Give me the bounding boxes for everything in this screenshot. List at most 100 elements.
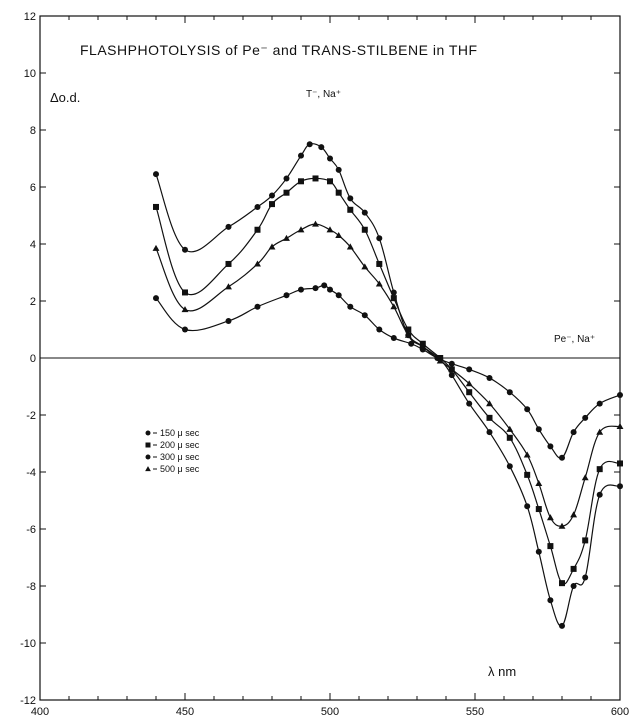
y-tick-label: 10 bbox=[24, 68, 36, 80]
data-point bbox=[596, 400, 603, 407]
data-point bbox=[486, 429, 493, 436]
data-point bbox=[361, 226, 368, 233]
legend-item: 500 μ sec bbox=[145, 464, 200, 474]
data-point bbox=[321, 282, 328, 289]
data-point bbox=[486, 374, 493, 381]
legend-label: 150 μ sec bbox=[160, 428, 200, 438]
data-point bbox=[297, 226, 305, 233]
y-tick-label: 8 bbox=[30, 125, 36, 137]
series-1 bbox=[153, 282, 623, 461]
legend-item: 300 μ sec bbox=[145, 452, 200, 462]
data-point bbox=[182, 246, 188, 253]
data-point bbox=[535, 479, 543, 486]
data-point bbox=[283, 175, 290, 182]
data-point bbox=[570, 583, 577, 589]
data-point bbox=[466, 389, 473, 396]
series-2 bbox=[153, 175, 623, 587]
data-point bbox=[335, 292, 342, 299]
data-point bbox=[335, 189, 342, 196]
data-point bbox=[298, 286, 304, 293]
x-tick-label: 450 bbox=[176, 706, 194, 718]
data-point bbox=[466, 400, 473, 407]
axis-ticks bbox=[39, 15, 621, 701]
data-point bbox=[181, 306, 189, 313]
data-point bbox=[347, 303, 354, 310]
data-point bbox=[546, 514, 554, 521]
data-point bbox=[225, 283, 232, 290]
series-line bbox=[155, 177, 621, 585]
data-point bbox=[298, 178, 304, 185]
data-point bbox=[547, 597, 554, 604]
data-point bbox=[347, 206, 354, 213]
legend-label: 300 μ sec bbox=[160, 452, 200, 462]
x-tick-label: 500 bbox=[321, 706, 339, 718]
data-point bbox=[283, 189, 290, 196]
legend-marker bbox=[145, 466, 151, 472]
data-point bbox=[524, 406, 531, 413]
data-point bbox=[376, 260, 383, 267]
data-point bbox=[616, 422, 624, 429]
data-point bbox=[254, 260, 261, 267]
data-point bbox=[559, 454, 565, 461]
data-point bbox=[153, 203, 159, 210]
data-point bbox=[524, 471, 531, 478]
data-point bbox=[283, 292, 290, 299]
y-tick-label: -4 bbox=[26, 467, 36, 479]
data-point bbox=[448, 360, 455, 367]
data-point bbox=[361, 209, 368, 216]
data-point bbox=[486, 414, 493, 421]
y-axis-label: Δo.d. bbox=[50, 90, 80, 105]
data-point bbox=[225, 223, 232, 230]
x-axis-label: λ nm bbox=[488, 664, 516, 679]
y-tick-label: 0 bbox=[30, 353, 36, 365]
data-point bbox=[376, 235, 383, 242]
data-point bbox=[506, 434, 513, 441]
data-point bbox=[335, 166, 342, 173]
data-point bbox=[465, 380, 473, 387]
data-point bbox=[182, 326, 188, 333]
data-point bbox=[318, 144, 325, 151]
data-point bbox=[419, 343, 427, 350]
series-line bbox=[155, 143, 621, 627]
legend-label: 200 μ sec bbox=[160, 440, 200, 450]
data-point bbox=[390, 289, 397, 296]
data-point bbox=[346, 243, 354, 250]
data-point bbox=[582, 414, 589, 421]
data-point bbox=[559, 580, 565, 587]
data-point bbox=[153, 295, 159, 302]
legend-item: 150 μ sec bbox=[145, 428, 200, 438]
data-point bbox=[335, 232, 343, 239]
data-point bbox=[152, 244, 160, 251]
data-point bbox=[269, 192, 275, 199]
data-point bbox=[506, 463, 513, 470]
data-point bbox=[436, 357, 444, 364]
data-point bbox=[581, 474, 589, 481]
data-point bbox=[448, 365, 456, 372]
y-tick-label: -2 bbox=[26, 410, 36, 422]
data-point bbox=[268, 243, 276, 250]
legend-marker bbox=[145, 430, 151, 436]
y-tick-label: 12 bbox=[24, 11, 36, 23]
data-point bbox=[617, 483, 623, 490]
legend: 150 μ sec 200 μ sec 300 μ sec 500 μ sec bbox=[145, 428, 200, 474]
data-point bbox=[327, 286, 333, 293]
series-layer bbox=[152, 141, 624, 629]
data-point bbox=[225, 260, 232, 267]
data-point bbox=[306, 141, 313, 148]
data-point bbox=[547, 543, 554, 550]
data-point bbox=[269, 201, 275, 208]
data-point bbox=[506, 425, 514, 432]
legend-marker bbox=[145, 454, 151, 460]
legend-marker bbox=[145, 442, 151, 448]
x-tick-label: 400 bbox=[31, 706, 49, 718]
data-point bbox=[596, 466, 603, 473]
data-point bbox=[535, 506, 542, 513]
data-point bbox=[326, 226, 334, 233]
data-point bbox=[535, 548, 542, 555]
y-tick-label: -6 bbox=[26, 524, 36, 536]
data-point bbox=[376, 326, 383, 333]
data-point bbox=[535, 426, 542, 433]
data-point bbox=[361, 263, 369, 270]
y-tick-label: -10 bbox=[20, 638, 36, 650]
